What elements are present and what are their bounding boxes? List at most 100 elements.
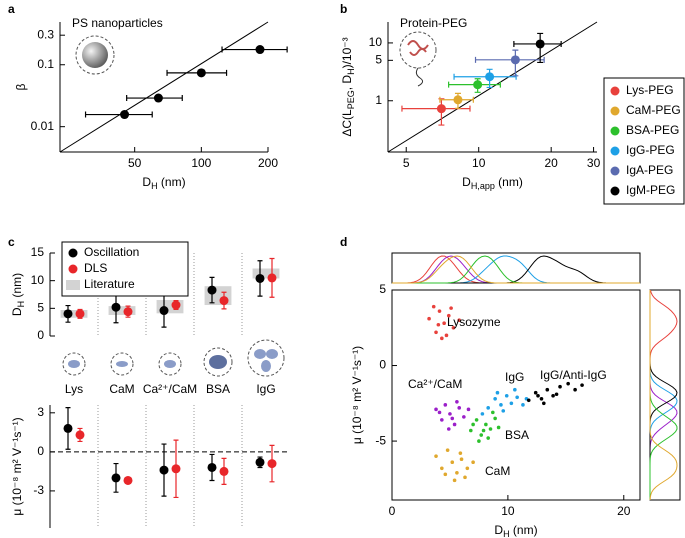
data-point [440,466,444,471]
data-point [171,300,181,310]
marginal-curve [391,255,640,284]
y-tick-label: -3 [33,483,44,497]
data-point [449,306,453,310]
data-point [159,465,169,475]
data-point [437,309,442,313]
y-tick-label: 0.01 [31,119,55,133]
data-point [488,427,493,431]
data-point [442,321,446,326]
data-point [463,475,467,480]
x-tick-label: 30 [587,156,601,170]
data-point [501,409,506,413]
data-point [477,439,481,443]
y-tick-label: 5 [375,53,382,67]
marginal-curve [649,290,678,500]
data-point [153,93,163,103]
y-tick-label: 0.1 [37,57,54,71]
data-point [255,273,265,283]
y-tick-label: 15 [31,245,45,259]
legend-marker [610,106,620,116]
literature-band [60,309,88,318]
legend-label: DLS [84,261,107,275]
legend-box [61,241,189,297]
data-point [510,55,520,65]
data-point [431,304,436,309]
icon-ring [247,339,285,377]
data-point [509,401,514,406]
data-point [495,390,500,395]
label-part: (nm) [510,523,538,537]
data-point [437,410,442,415]
legend-label: Oscillation [84,245,139,259]
axis-label: DH (nm) [142,175,185,191]
panel-letter: a [8,2,15,16]
data-point [533,390,538,395]
cluster-label: IgG [505,370,524,384]
protein-icon [407,40,429,56]
data-point [471,422,475,427]
data-point [196,68,206,78]
data-point [491,410,495,415]
data-point [448,412,452,416]
label-part: D [462,175,471,189]
data-point [455,399,459,404]
label-part: H,app [471,181,495,191]
category-label: Ca²⁺/CaM [143,382,197,396]
data-point [466,407,471,412]
protein-icon [68,360,80,368]
legend-label: IgG-PEG [626,143,675,157]
protein-icon [116,361,128,367]
label-part: μ (10⁻⁸ m² V⁻¹s⁻¹) [350,346,364,444]
marginal-curve [649,290,678,501]
category-label: Lys [65,382,83,396]
category-label: IgG [256,382,275,396]
data-point [580,383,584,387]
legend-marker [610,86,620,96]
icon-ring [158,352,182,376]
data-point [480,412,485,416]
x-tick-label: 0 [389,504,396,518]
label-part: H [346,68,356,75]
label-part: ΔC(L [340,109,354,137]
axis-label: DH (nm) [10,273,26,316]
data-point [255,45,265,55]
legend-label: IgA-PEG [626,163,673,177]
data-point [462,415,466,419]
data-point [450,416,455,421]
data-point [521,403,525,407]
data-point [440,418,444,422]
axis-label: μ (10⁻⁸ m² V⁻¹s⁻¹) [10,417,24,515]
label-part: , D [340,75,354,91]
data-point [207,285,217,295]
protein-icon [261,360,271,372]
legend-marker [66,280,80,290]
data-point [526,398,531,403]
legend-label: BSA-PEG [626,123,679,137]
data-point [436,322,441,327]
data-point [436,104,446,114]
data-point [446,313,451,318]
axis-label: μ (10⁻⁸ m² V⁻¹s⁻¹) [350,346,364,444]
data-point [111,473,121,483]
data-point [455,471,459,475]
label-part: (nm) [495,175,523,189]
data-point [219,296,229,306]
label-part: H [16,301,26,308]
data-point [453,95,463,105]
data-point [120,110,130,120]
y-tick-label: 5 [37,301,44,315]
category-label: CaM [109,382,134,396]
marginal-frame [649,289,681,501]
data-point [207,462,217,472]
data-point [63,309,73,319]
data-point [469,428,473,433]
data-point [481,428,486,433]
data-point [485,72,495,82]
protein-icon [254,349,266,359]
cluster-label: BSA [505,428,529,442]
x-tick-label: 5 [403,156,410,170]
legend-label: Literature [84,277,135,291]
label-part: H [151,181,158,191]
protein-icon [266,349,278,359]
